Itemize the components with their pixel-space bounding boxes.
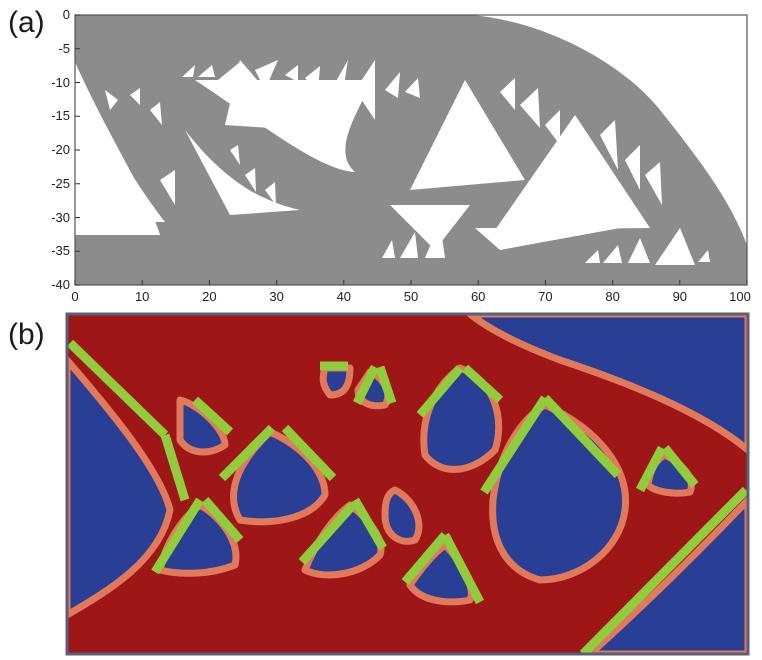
void-mid-lower [185,130,300,215]
green-line-2 [160,433,190,502]
y-tick-labels: 0 -5 -10 -15 -20 -25 -30 -35 -40 [51,7,70,292]
green-line-9 [351,497,387,551]
green-line-4 [218,424,276,482]
panel-b-frame [65,312,750,656]
x-tick-7: 70 [538,289,552,304]
x-axis [74,280,748,285]
x-tick-9: 90 [673,289,687,304]
green-line-6 [151,497,204,575]
small-holes [105,60,710,265]
x-tick-10: 100 [729,289,751,304]
y-axis [75,14,80,286]
green-line-12 [375,365,397,405]
y-tick-8: -40 [51,277,70,292]
void-bottom-right [586,496,748,654]
green-line-15 [401,532,449,585]
void-top-right [466,314,748,454]
green-line-5 [281,424,337,482]
y-tick-0: 0 [63,7,70,22]
void-small-4 [381,486,423,545]
green-line-7 [201,497,244,543]
panel-b-label: (b) [8,318,45,351]
green-line-20 [661,445,699,488]
void-right-big [495,115,650,230]
y-tick-3: -15 [51,108,70,123]
x-tick-1: 10 [135,289,149,304]
void-center-tri [410,80,525,190]
void-between [475,228,620,250]
x-tick-8: 80 [605,289,619,304]
green-line-14 [461,364,504,404]
void-left [75,68,165,222]
x-tick-0: 0 [71,289,78,304]
panel-a-material [75,15,747,285]
y-tick-4: -20 [51,142,70,157]
green-line-21 [579,486,748,654]
x-tick-2: 20 [202,289,216,304]
green-line-13 [416,365,464,418]
green-line-3 [191,396,234,436]
y-tick-7: -35 [51,243,70,258]
y-tick-5: -25 [51,176,70,191]
green-line-19 [636,445,666,493]
green-line-18 [541,394,622,479]
green-line-11 [352,364,380,406]
y-tick-1: -5 [58,41,70,56]
void-lower-center [390,205,470,250]
x-tick-3: 30 [269,289,283,304]
y-tick-2: -10 [51,75,70,90]
y-tick-6: -30 [51,210,70,225]
panel-a: 0 -5 -10 -15 -20 -25 -30 -35 -40 0 10 20… [51,7,751,304]
panel-a-label: (a) [8,6,45,39]
x-tick-5: 50 [404,289,418,304]
panel-b [65,312,750,656]
void-regions [75,60,650,250]
green-line-17 [480,395,549,495]
green-line-16 [441,532,484,605]
void-small-6 [319,364,354,399]
x-tick-labels: 0 10 20 30 40 50 60 70 80 90 100 [71,289,750,304]
panel-b-regions [67,314,748,654]
feature-lines [67,339,748,654]
x-tick-6: 60 [471,289,485,304]
green-line-1 [67,339,169,439]
green-line-8 [298,501,357,566]
void-left-b [67,356,174,619]
x-tick-4: 40 [337,289,351,304]
